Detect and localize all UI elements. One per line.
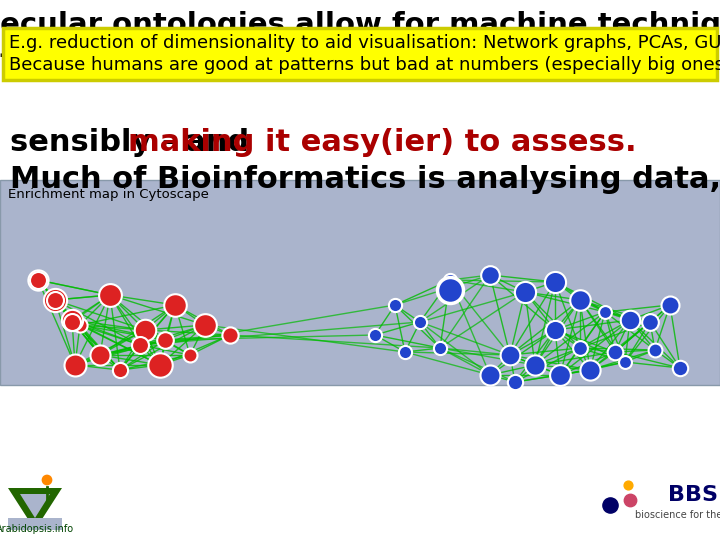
Polygon shape [8,488,62,530]
Point [114,366,126,374]
Point [609,348,621,356]
Point [154,361,166,369]
Text: sensibly - and: sensibly - and [10,128,260,157]
Point [485,370,496,379]
Point [622,481,634,489]
Point [519,288,531,296]
Point [619,357,631,366]
Point [49,296,60,305]
Point [414,318,426,326]
Point [169,301,181,309]
Point [390,301,401,309]
Point [184,350,196,359]
Point [649,346,661,354]
Point [66,318,78,326]
Point [66,316,78,325]
Point [69,361,81,369]
Point [159,336,171,345]
Polygon shape [20,494,50,518]
Point [624,316,636,325]
Point [509,377,521,386]
Point [444,286,456,294]
Point [575,343,586,352]
Point [599,308,611,316]
Point [549,278,561,286]
Point [32,276,44,285]
Point [139,326,150,334]
Text: Much of Bioinformatics is analysing data, storing it: Much of Bioinformatics is analysing data… [10,165,720,194]
Text: BBSRC: BBSRC [668,485,720,505]
Point [74,321,86,329]
Point [665,301,676,309]
Point [575,296,586,305]
Point [529,361,541,369]
Point [369,330,381,339]
Point [134,341,145,349]
Point [624,496,636,504]
Text: making it easy(ier) to assess.: making it easy(ier) to assess. [128,128,636,157]
Point [554,370,566,379]
Point [485,271,496,279]
Point [224,330,235,339]
Point [32,276,44,285]
Point [41,476,53,484]
Point [604,501,616,509]
Point [94,350,106,359]
Point [644,318,656,326]
Bar [0,180,720,385]
Text: Molecular ontologies allow for machine techniques: Molecular ontologies allow for machine t… [0,11,720,39]
Point [104,291,116,299]
Point [434,343,446,352]
Point [199,321,211,329]
Point [504,350,516,359]
Point [49,296,60,305]
Point [444,276,456,285]
Bar [8,518,62,530]
Text: - e.g. Gene set enrichment (GO enrichment): - e.g. Gene set enrichment (GO enrichmen… [0,41,720,69]
Text: Enrichment map in Cytoscape: Enrichment map in Cytoscape [8,188,209,201]
Text: E.g. reduction of dimensionality to aid visualisation: Network graphs, PCAs, GUI: E.g. reduction of dimensionality to aid … [9,34,720,52]
Point [399,348,410,356]
Point [584,366,595,374]
Text: Arabidopsis.info: Arabidopsis.info [0,524,74,534]
Point [674,363,685,372]
Point [549,326,561,334]
Text: Because humans are good at patterns but bad at numbers (especially big ones).: Because humans are good at patterns but … [9,56,720,74]
Text: bioscience for the future: bioscience for the future [635,510,720,520]
Bar [3,28,717,80]
